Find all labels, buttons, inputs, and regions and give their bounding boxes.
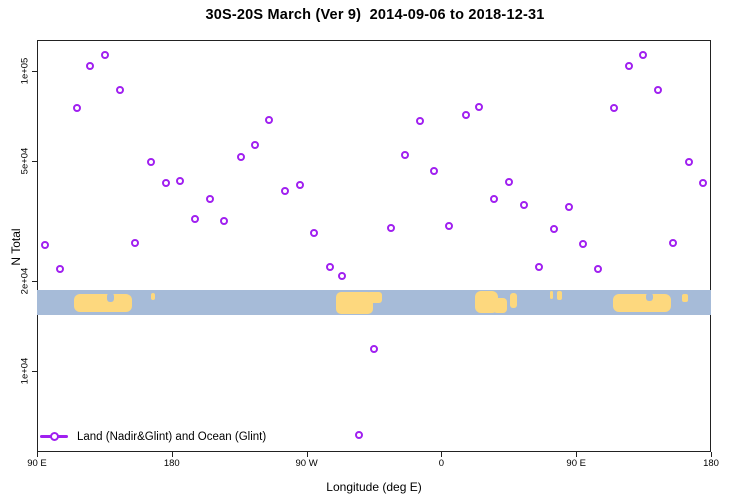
x-axis-label: Longitude (deg E) <box>326 480 422 494</box>
data-point <box>578 240 587 249</box>
data-point <box>296 180 305 189</box>
y-tick <box>32 71 37 72</box>
x-tick <box>37 452 38 457</box>
land-segment-gulf-notch-2 <box>645 293 654 302</box>
data-point <box>146 158 155 167</box>
x-tick-label: 0 <box>438 458 445 469</box>
data-point <box>505 178 514 187</box>
data-point <box>654 86 663 95</box>
x-tick-label: 90 E <box>566 458 586 469</box>
data-point <box>638 51 647 60</box>
land-segment-south-america-ne <box>367 291 383 303</box>
land-segment-australia <box>73 294 133 313</box>
data-point <box>100 51 109 60</box>
x-tick-label: 90 E <box>27 458 47 469</box>
data-point <box>684 158 693 167</box>
chart-title: 30S-20S March (Ver 9) 2014-09-06 to 2018… <box>205 7 545 23</box>
legend: Land (Nadir&Glint) and Ocean (Glint) <box>40 428 266 445</box>
data-point <box>520 200 529 209</box>
data-point <box>400 150 409 159</box>
legend-marker-icon <box>40 432 68 442</box>
data-point <box>56 265 65 274</box>
data-point <box>370 345 379 354</box>
plot-area <box>37 40 711 452</box>
land-segment-south-america <box>336 291 374 315</box>
data-point <box>534 263 543 272</box>
y-tick-label: 5e+04 <box>19 147 31 175</box>
y-tick-label: 1e+04 <box>19 357 31 385</box>
data-point <box>429 167 438 176</box>
land-segment-gulf-notch <box>106 293 115 302</box>
land-segment-reunion <box>549 291 554 299</box>
land-segment-mauritius <box>556 291 562 301</box>
land-segment-africa-se <box>493 298 507 313</box>
data-point <box>564 203 573 212</box>
land-segment-africa <box>474 290 499 313</box>
land-segment-madagascar <box>509 292 517 308</box>
data-point <box>220 217 229 226</box>
x-tick <box>441 452 443 457</box>
data-point <box>310 229 319 238</box>
data-point <box>668 238 677 247</box>
x-tick <box>576 452 578 457</box>
legend-label: Land (Nadir&Glint) and Ocean (Glint) <box>77 430 267 443</box>
x-tick-label: 90 W <box>295 458 318 469</box>
y-tick-label: 2e+04 <box>19 267 31 295</box>
x-tick <box>711 452 712 457</box>
x-tick-label: 180 <box>163 458 180 469</box>
data-point <box>444 222 453 231</box>
y-tick <box>32 161 37 163</box>
land-segment-new-caledonia <box>150 292 155 301</box>
data-point <box>161 179 170 188</box>
data-point <box>236 153 245 162</box>
data-point <box>176 176 185 185</box>
y-tick <box>32 280 37 282</box>
y-tick <box>32 371 37 372</box>
data-point <box>206 195 215 204</box>
land-segment-australia-2 <box>612 294 671 313</box>
land-segment-new-caledonia-2 <box>681 293 689 302</box>
data-point <box>474 102 483 111</box>
data-point <box>416 117 425 126</box>
data-point <box>461 111 470 120</box>
data-point <box>386 223 395 232</box>
data-point <box>40 240 49 249</box>
data-point <box>338 272 347 281</box>
x-tick <box>171 452 173 457</box>
data-point <box>190 215 199 224</box>
data-point <box>116 86 125 95</box>
x-tick <box>306 452 308 457</box>
data-point <box>624 61 633 70</box>
data-point <box>610 104 619 113</box>
y-tick-label: 1e+05 <box>19 57 31 85</box>
x-tick-label: 180 <box>703 458 719 469</box>
data-point <box>550 225 559 234</box>
data-point <box>281 187 290 196</box>
data-point <box>355 431 364 440</box>
data-point <box>594 264 603 273</box>
legend-circle-icon <box>50 432 59 441</box>
data-point <box>264 116 273 125</box>
data-point <box>131 239 140 248</box>
data-point <box>86 61 95 70</box>
data-point <box>489 195 498 204</box>
data-point <box>699 179 708 188</box>
data-point <box>72 103 81 112</box>
data-point <box>326 263 335 272</box>
data-point <box>251 140 260 149</box>
